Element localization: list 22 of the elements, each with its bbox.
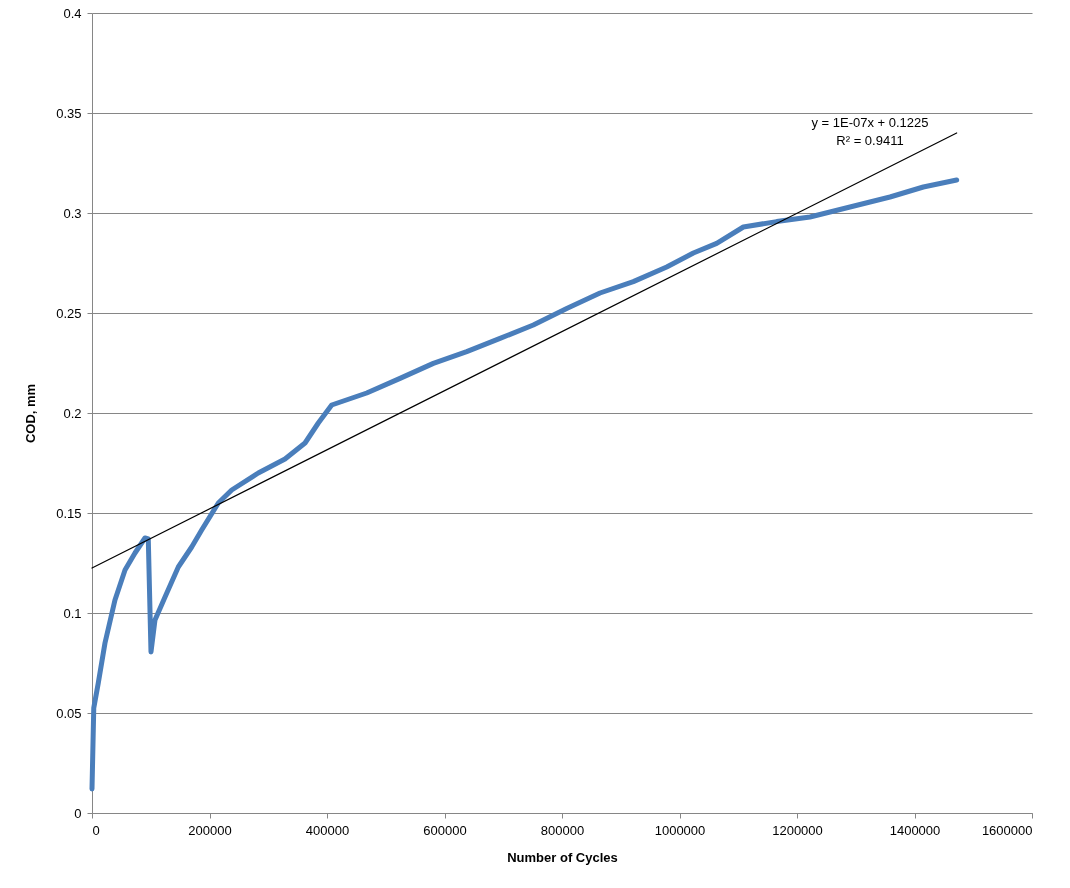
x-tick-label: 1000000: [654, 822, 706, 838]
x-tick-label: 0: [92, 822, 100, 838]
x-tick-label: 1200000: [772, 822, 823, 838]
y-tick-label: 0.05: [56, 705, 82, 721]
x-tick-label: 400000: [305, 822, 350, 838]
x-axis-title: Number of Cycles: [507, 849, 618, 865]
y-tick-label: 0: [74, 805, 82, 821]
y-tick-label: 0.25: [56, 305, 82, 321]
annotation: y = 1E-07x + 0.1225: [811, 115, 929, 130]
y-tick-label: 0.3: [63, 205, 82, 221]
y-tick-label: 0.4: [63, 5, 82, 21]
y-tick-label: 0.35: [56, 105, 82, 121]
x-tick-label: 1600000: [981, 822, 1033, 838]
annotation: R² = 0.9411: [836, 133, 904, 148]
x-tick-label: 800000: [540, 822, 585, 838]
y-axis-title: COD, mm: [23, 383, 39, 444]
x-tick-label: 1400000: [889, 822, 941, 838]
x-tick-label: 200000: [188, 822, 232, 838]
x-tick-label: 600000: [423, 822, 467, 838]
y-tick-label: 0.15: [56, 505, 82, 521]
y-tick-label: 0.2: [63, 405, 82, 421]
y-tick-label: 0.1: [63, 605, 82, 621]
